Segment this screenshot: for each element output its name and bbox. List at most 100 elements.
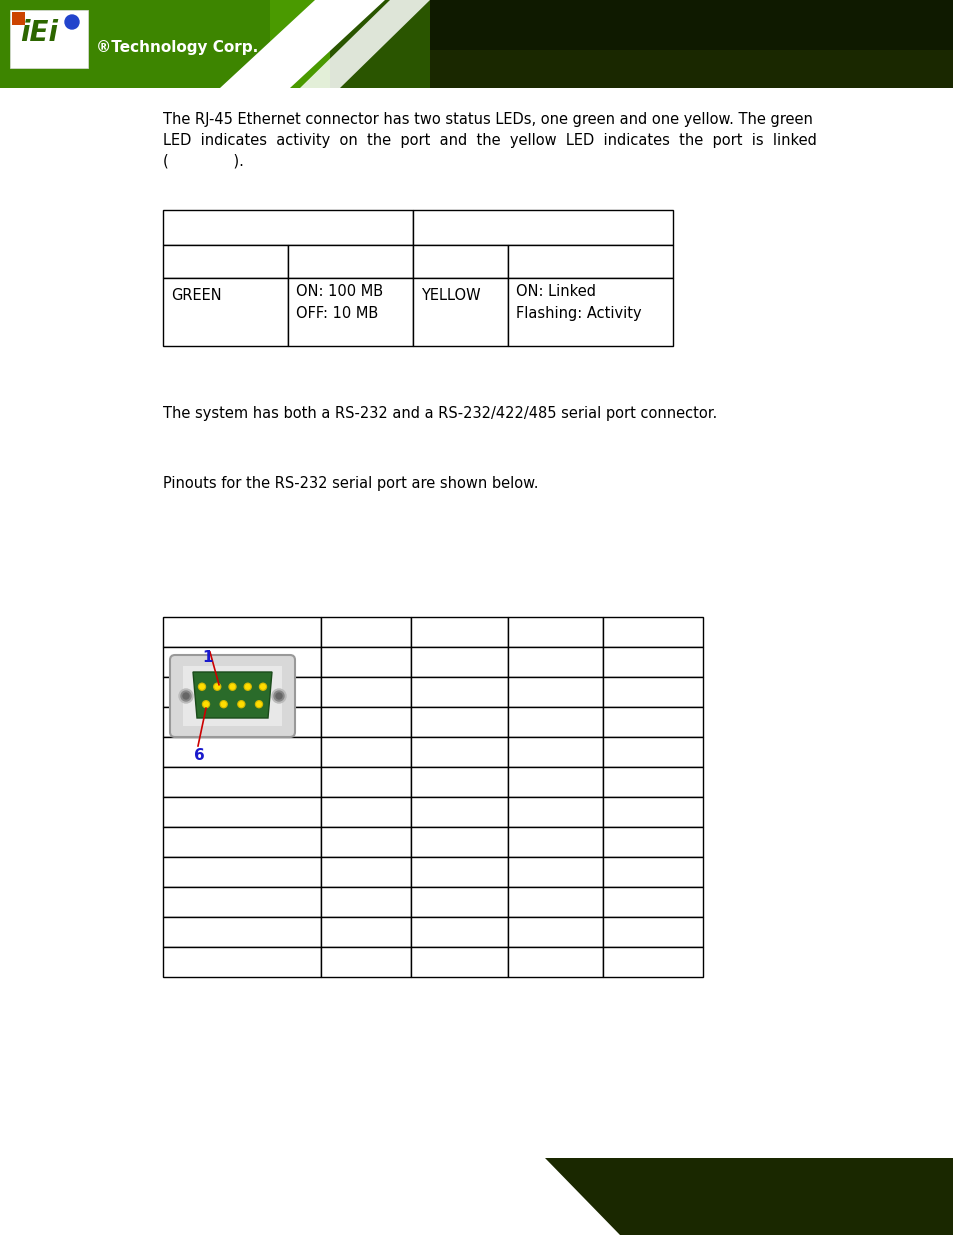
Bar xyxy=(288,278,413,346)
Bar xyxy=(507,647,602,677)
Bar xyxy=(183,666,282,726)
Bar xyxy=(163,887,320,918)
Text: ON: 100 MB: ON: 100 MB xyxy=(295,284,383,299)
Bar xyxy=(602,767,702,797)
Circle shape xyxy=(202,700,210,708)
Bar xyxy=(320,857,411,887)
Bar xyxy=(413,278,507,346)
Circle shape xyxy=(65,15,79,28)
Bar xyxy=(411,737,507,767)
Bar xyxy=(507,677,602,706)
Text: LED  indicates  activity  on  the  port  and  the  yellow  LED  indicates  the  : LED indicates activity on the port and t… xyxy=(163,133,816,148)
Bar xyxy=(288,245,413,278)
Circle shape xyxy=(255,700,262,708)
Bar xyxy=(411,618,507,647)
Bar xyxy=(411,857,507,887)
Bar xyxy=(320,677,411,706)
Bar xyxy=(430,0,953,49)
Bar xyxy=(411,797,507,827)
Circle shape xyxy=(213,683,220,690)
Bar xyxy=(507,706,602,737)
Polygon shape xyxy=(220,0,385,88)
Bar xyxy=(163,618,320,647)
Circle shape xyxy=(256,701,261,706)
Circle shape xyxy=(274,692,284,701)
FancyBboxPatch shape xyxy=(170,655,294,737)
Bar xyxy=(163,827,320,857)
Bar xyxy=(507,797,602,827)
Bar xyxy=(163,737,320,767)
Bar xyxy=(411,947,507,977)
Bar xyxy=(602,857,702,887)
Bar xyxy=(0,1158,310,1235)
Circle shape xyxy=(204,701,208,706)
Circle shape xyxy=(220,700,227,708)
Bar xyxy=(602,918,702,947)
Circle shape xyxy=(179,689,193,703)
Bar xyxy=(0,0,330,88)
Bar xyxy=(507,827,602,857)
Bar xyxy=(411,677,507,706)
Text: 6: 6 xyxy=(193,748,205,763)
Circle shape xyxy=(260,684,265,689)
Bar xyxy=(602,647,702,677)
Circle shape xyxy=(198,683,205,690)
Text: The system has both a RS-232 and a RS-232/422/485 serial port connector.: The system has both a RS-232 and a RS-23… xyxy=(163,406,717,421)
Bar xyxy=(0,0,953,88)
Bar xyxy=(430,0,953,88)
Bar xyxy=(602,797,702,827)
Bar xyxy=(507,918,602,947)
Bar xyxy=(163,647,320,677)
Bar xyxy=(320,887,411,918)
Circle shape xyxy=(275,693,282,699)
Bar xyxy=(163,706,320,737)
Text: YELLOW: YELLOW xyxy=(420,288,480,303)
Bar xyxy=(507,737,602,767)
Bar xyxy=(163,797,320,827)
Circle shape xyxy=(239,701,243,706)
Polygon shape xyxy=(490,1158,619,1235)
Bar xyxy=(163,857,320,887)
Bar xyxy=(320,797,411,827)
Bar xyxy=(320,947,411,977)
Bar xyxy=(320,918,411,947)
Bar xyxy=(507,947,602,977)
Text: ON: Linked: ON: Linked xyxy=(516,284,596,299)
Polygon shape xyxy=(310,1158,599,1235)
Bar xyxy=(602,737,702,767)
Circle shape xyxy=(229,683,235,690)
Bar xyxy=(507,278,672,346)
Bar xyxy=(507,618,602,647)
Text: iEi: iEi xyxy=(20,19,58,47)
Bar xyxy=(413,210,672,245)
Bar xyxy=(411,647,507,677)
Bar xyxy=(320,827,411,857)
Bar xyxy=(411,887,507,918)
Text: ®Technology Corp.: ®Technology Corp. xyxy=(96,40,258,56)
Bar xyxy=(10,10,88,68)
Circle shape xyxy=(244,683,251,690)
Bar xyxy=(163,278,288,346)
Bar xyxy=(163,918,320,947)
Bar xyxy=(602,887,702,918)
Circle shape xyxy=(259,683,266,690)
Bar xyxy=(163,767,320,797)
Bar xyxy=(602,827,702,857)
Bar xyxy=(411,767,507,797)
Bar xyxy=(0,0,953,88)
Bar xyxy=(320,737,411,767)
Bar xyxy=(411,827,507,857)
Bar xyxy=(0,1158,330,1235)
Circle shape xyxy=(221,701,226,706)
Circle shape xyxy=(214,684,219,689)
Circle shape xyxy=(230,684,234,689)
Text: (              ).: ( ). xyxy=(163,154,244,169)
Text: Pinouts for the RS-232 serial port are shown below.: Pinouts for the RS-232 serial port are s… xyxy=(163,475,537,492)
Circle shape xyxy=(199,684,204,689)
Bar xyxy=(163,677,320,706)
Polygon shape xyxy=(193,672,272,718)
Bar xyxy=(320,618,411,647)
Text: Flashing: Activity: Flashing: Activity xyxy=(516,306,641,321)
Bar xyxy=(163,245,288,278)
Bar xyxy=(507,887,602,918)
